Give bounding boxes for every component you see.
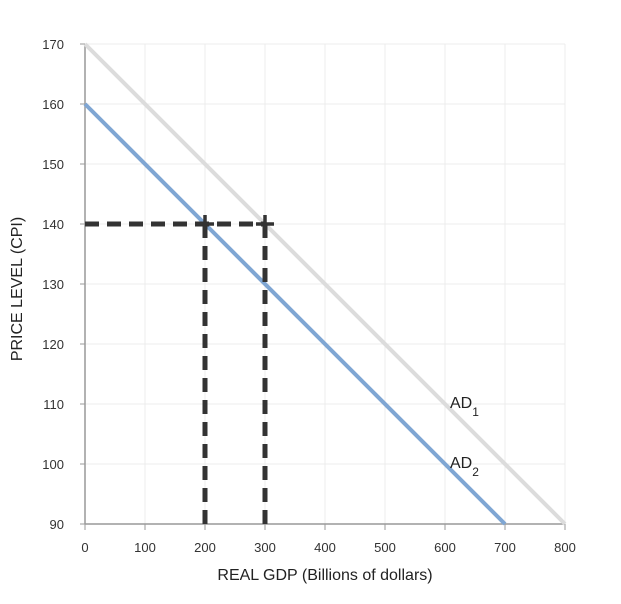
y-tick-label: 110 xyxy=(43,397,64,412)
y-tick-label: 120 xyxy=(42,337,64,352)
x-tick-label: 200 xyxy=(194,540,216,555)
x-tick-label: 300 xyxy=(254,540,276,555)
y-tick-label: 130 xyxy=(42,277,64,292)
cross-marker xyxy=(196,215,214,233)
x-tick-label: 700 xyxy=(494,540,516,555)
curve-label-ad2: AD2 xyxy=(450,455,479,479)
series xyxy=(83,42,567,526)
x-tick-label: 500 xyxy=(374,540,396,555)
x-tick-label: 600 xyxy=(434,540,456,555)
curve-label-subscript: 1 xyxy=(472,405,479,419)
markers xyxy=(196,215,274,233)
y-axis-title: PRICE LEVEL (CPI) xyxy=(9,217,26,361)
y-tick-label: 90 xyxy=(50,517,64,532)
x-tick-label: 100 xyxy=(134,540,156,555)
curve-label-main: AD xyxy=(450,455,472,472)
curve-label-ad1: AD1 xyxy=(450,395,479,419)
x-tick-label: 800 xyxy=(554,540,576,555)
dashed-guides xyxy=(85,221,268,524)
axes: 0 100 200 300 400 500 600 700 800 90 100 110 120 130 1… xyxy=(42,37,576,555)
curve-label-main: AD xyxy=(450,395,472,412)
y-tick-label: 140 xyxy=(42,217,64,232)
x-tick-label: 0 xyxy=(81,540,88,555)
y-tick-label: 100 xyxy=(42,457,64,472)
x-axis-title: REAL GDP (Billions of dollars) xyxy=(217,567,432,584)
y-tick-label: 160 xyxy=(42,97,64,112)
x-tick-label: 400 xyxy=(314,540,336,555)
series-line-ad1 xyxy=(83,42,567,526)
y-tick-label: 150 xyxy=(42,157,64,172)
grid xyxy=(85,43,566,524)
y-tick-label: 170 xyxy=(42,37,64,52)
curve-label-subscript: 2 xyxy=(472,465,479,479)
series-line-ad2 xyxy=(83,102,507,526)
cross-marker xyxy=(256,215,274,233)
